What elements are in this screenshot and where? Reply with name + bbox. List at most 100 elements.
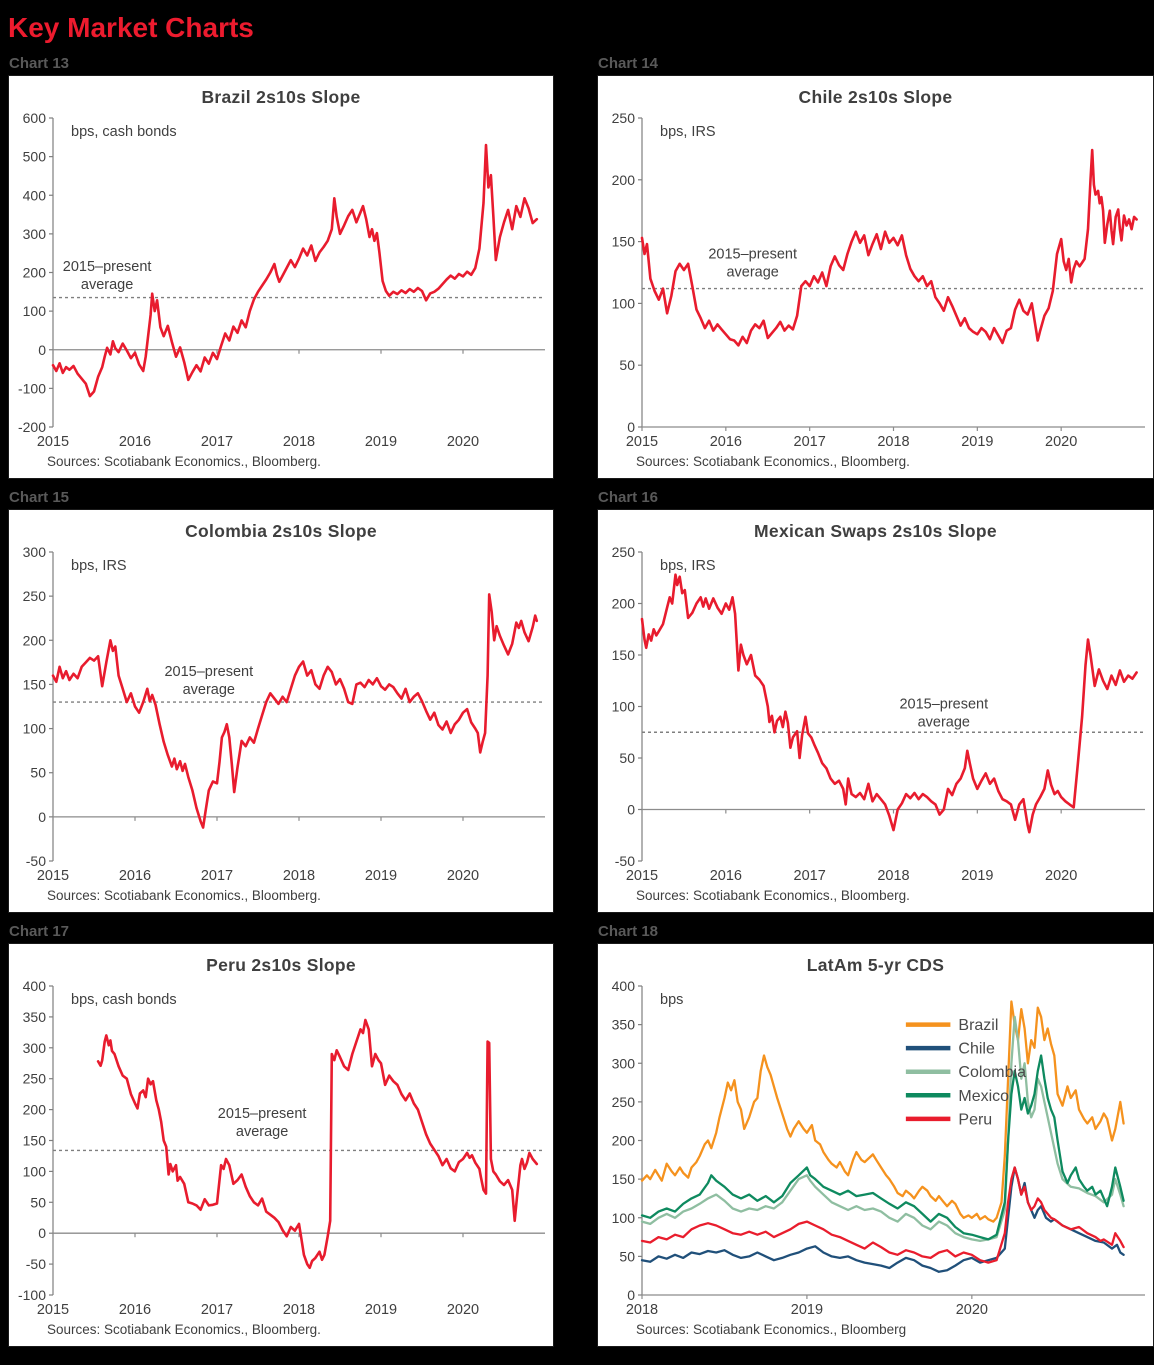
- chart-label: Chart 15: [9, 489, 70, 506]
- svg-text:Peru: Peru: [958, 1111, 992, 1128]
- chart-panel: Colombia 2s10s Slope -50 0 50 100 150 200 250 3…: [8, 509, 554, 913]
- svg-text:2015–present: 2015–present: [164, 664, 253, 680]
- svg-text:2019: 2019: [365, 868, 397, 884]
- svg-text:2018: 2018: [283, 434, 315, 450]
- svg-text:-100: -100: [18, 380, 46, 396]
- svg-text:0: 0: [38, 342, 46, 358]
- line-plot: -50 0 50 100 150 200 250 300 2015 2016 2017 2018 201…: [9, 544, 553, 886]
- chart-cell: Chart 17 Peru 2s10s Slope -100 -50 0 50 100 1…: [8, 924, 554, 1347]
- chart-title: LatAm 5-yr CDS: [806, 955, 945, 975]
- svg-text:100: 100: [612, 295, 636, 311]
- chart-title: Colombia 2s10s Slope: [185, 521, 377, 541]
- svg-text:Mexico: Mexico: [958, 1088, 1009, 1105]
- chart-cell: Chart 14 Chile 2s10s Slope 0 50 100 150 200 2…: [597, 56, 1154, 479]
- chart-panel: LatAm 5-yr CDS 0 50 100 150 200 250 300 350 400 2…: [597, 943, 1154, 1347]
- svg-text:average: average: [183, 682, 235, 698]
- svg-text:100: 100: [23, 1163, 47, 1179]
- svg-text:bps, IRS: bps, IRS: [660, 558, 716, 574]
- svg-text:0: 0: [627, 1287, 635, 1303]
- svg-text:250: 250: [23, 588, 47, 604]
- svg-text:350: 350: [23, 1009, 47, 1025]
- chart-title: Mexican Swaps 2s10s Slope: [754, 521, 997, 541]
- svg-text:250: 250: [612, 544, 636, 560]
- svg-text:150: 150: [612, 647, 636, 663]
- svg-text:bps, IRS: bps, IRS: [660, 124, 716, 140]
- svg-text:2016: 2016: [710, 434, 742, 450]
- svg-text:400: 400: [23, 978, 47, 994]
- svg-text:-50: -50: [26, 1256, 46, 1272]
- line-plot: -50 0 50 100 150 200 250 2015 2016 2017 2018 2019 20…: [598, 544, 1153, 886]
- line-plot: -100 -50 0 50 100 150 200 250 300 350 400 2015 2016 2…: [9, 978, 553, 1320]
- svg-text:2018: 2018: [877, 868, 909, 884]
- svg-text:2018: 2018: [283, 868, 315, 884]
- line-plot: -200 -100 0 100 200 300 400 500 600 2015 2016 2017 2…: [9, 110, 553, 452]
- svg-text:150: 150: [612, 234, 636, 250]
- svg-text:average: average: [236, 1124, 288, 1140]
- svg-text:50: 50: [619, 750, 635, 766]
- svg-text:2020: 2020: [1045, 868, 1077, 884]
- svg-text:2017: 2017: [201, 1302, 233, 1318]
- svg-text:200: 200: [612, 172, 636, 188]
- svg-text:100: 100: [23, 721, 47, 737]
- svg-text:2019: 2019: [365, 1302, 397, 1318]
- chart-title: Chile 2s10s Slope: [798, 87, 953, 107]
- svg-text:2017: 2017: [794, 868, 826, 884]
- svg-text:2020: 2020: [956, 1302, 988, 1318]
- svg-text:2015–present: 2015–present: [708, 247, 797, 263]
- svg-text:Chile: Chile: [958, 1041, 995, 1058]
- chart-label: Chart 14: [598, 55, 659, 72]
- svg-text:250: 250: [612, 1094, 636, 1110]
- chart-panel: Peru 2s10s Slope -100 -50 0 50 100 150 200 250 3…: [8, 943, 554, 1347]
- svg-text:2020: 2020: [447, 868, 479, 884]
- svg-text:2019: 2019: [961, 434, 993, 450]
- svg-text:2015: 2015: [37, 868, 69, 884]
- svg-text:0: 0: [38, 1225, 46, 1241]
- svg-text:600: 600: [23, 110, 47, 126]
- svg-text:200: 200: [612, 596, 636, 612]
- svg-text:2015–present: 2015–present: [218, 1106, 307, 1122]
- chart-cell: Chart 15 Colombia 2s10s Slope -50 0 50 100 1…: [8, 490, 554, 913]
- svg-text:0: 0: [627, 419, 635, 435]
- svg-text:2016: 2016: [119, 868, 151, 884]
- chart-svg: -50 0 50 100 150 200 250 2015 2016 2017 2018 2019 20…: [612, 544, 1145, 884]
- chart-title: Brazil 2s10s Slope: [201, 87, 361, 107]
- svg-text:200: 200: [23, 1102, 47, 1118]
- svg-text:Brazil: Brazil: [958, 1017, 998, 1034]
- chart-panel: Brazil 2s10s Slope -200 -100 0 100 200 300 400…: [8, 75, 554, 479]
- svg-text:0: 0: [38, 809, 46, 825]
- chart-svg: -200 -100 0 100 200 300 400 500 600 2015 2016 2017 2…: [18, 110, 545, 450]
- svg-text:2016: 2016: [119, 434, 151, 450]
- chart-sources: Sources: Scotiabank Economics., Bloomber…: [47, 1322, 321, 1337]
- svg-text:2020: 2020: [447, 1302, 479, 1318]
- svg-text:150: 150: [612, 1171, 636, 1187]
- chart-label: Chart 18: [598, 923, 659, 940]
- svg-text:150: 150: [23, 1133, 47, 1149]
- svg-text:100: 100: [23, 303, 47, 319]
- svg-text:50: 50: [619, 357, 635, 373]
- chart-label: Chart 13: [9, 55, 70, 72]
- svg-text:50: 50: [30, 1194, 46, 1210]
- svg-text:bps, cash bonds: bps, cash bonds: [71, 124, 177, 140]
- svg-text:300: 300: [23, 226, 47, 242]
- chart-sources: Sources: Scotiabank Economics., Bloomber…: [636, 888, 910, 903]
- svg-text:300: 300: [23, 1040, 47, 1056]
- chart-cell: Chart 18 LatAm 5-yr CDS 0 50 100 150 200 250 3…: [597, 924, 1154, 1347]
- svg-text:2015–present: 2015–present: [899, 697, 988, 713]
- chart-cell: Chart 16 Mexican Swaps 2s10s Slope -50 0 5…: [597, 490, 1154, 913]
- svg-text:200: 200: [612, 1133, 636, 1149]
- chart-sources: Sources: Scotiabank Economics., Bloomber…: [47, 888, 321, 903]
- svg-text:250: 250: [612, 110, 636, 126]
- chart-sources: Sources: Scotiabank Economics., Bloomber…: [636, 1322, 907, 1337]
- svg-text:2018: 2018: [283, 1302, 315, 1318]
- svg-text:Colombia: Colombia: [958, 1064, 1026, 1081]
- svg-text:2020: 2020: [447, 434, 479, 450]
- svg-text:50: 50: [619, 1248, 635, 1264]
- svg-text:2019: 2019: [365, 434, 397, 450]
- chart-panel: Mexican Swaps 2s10s Slope -50 0 50 100 150 20…: [597, 509, 1154, 913]
- line-plot: 0 50 100 150 200 250 300 350 400 2018 2019 2020 bps B…: [598, 978, 1153, 1320]
- line-plot: 0 50 100 150 200 250 2015 2016 2017 2018 2019 2020 2…: [598, 110, 1153, 452]
- svg-text:400: 400: [23, 187, 47, 203]
- svg-text:2016: 2016: [119, 1302, 151, 1318]
- svg-text:-50: -50: [26, 853, 46, 869]
